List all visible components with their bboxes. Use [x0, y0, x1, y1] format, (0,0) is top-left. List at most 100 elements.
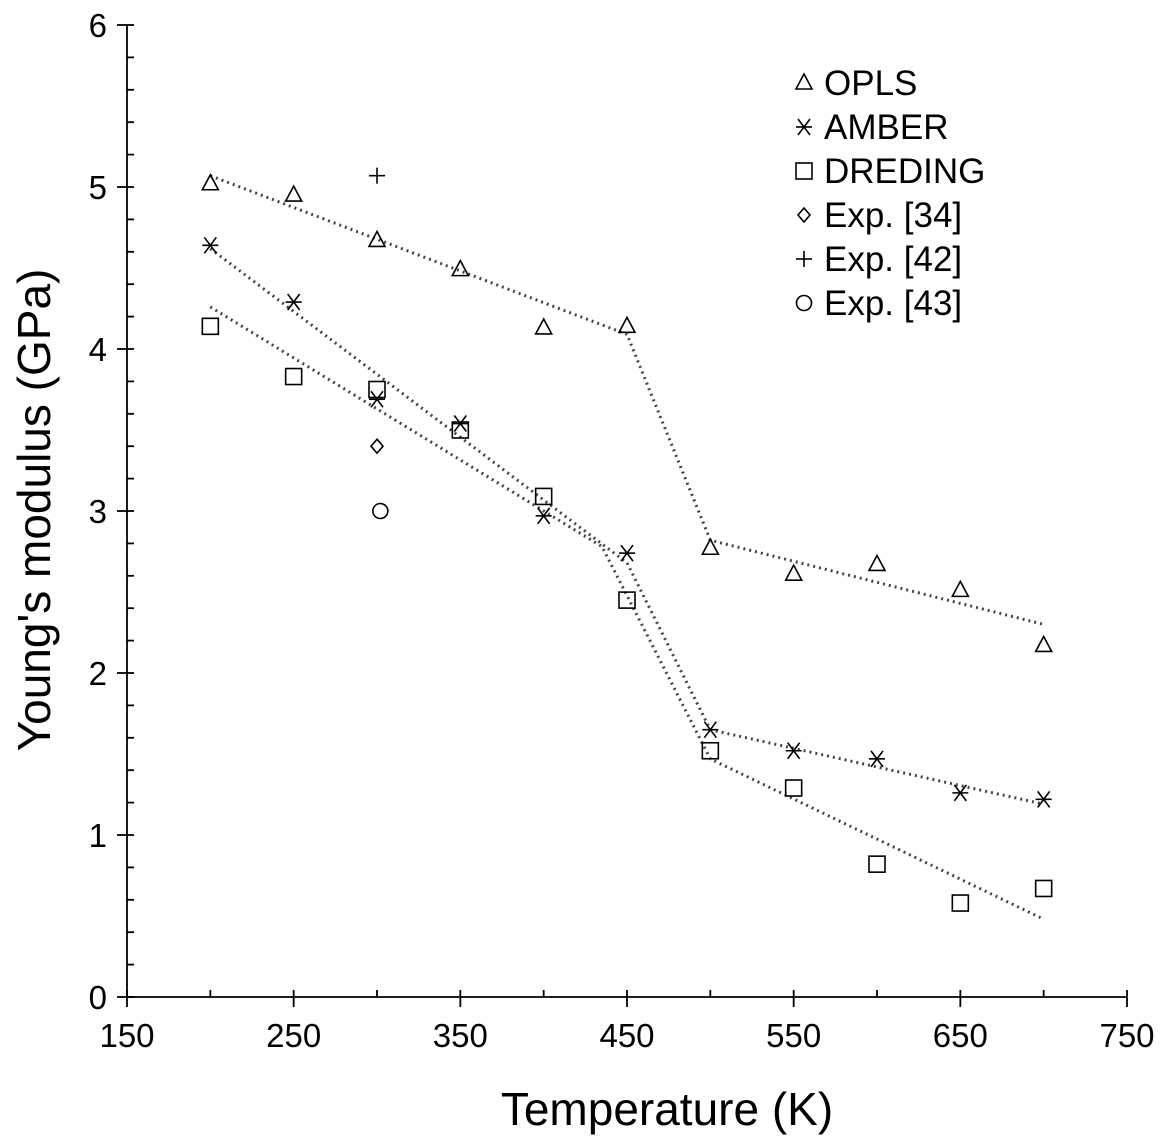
- diamond-mark: [796, 206, 812, 224]
- data-point-amber: [452, 415, 469, 432]
- data-point-dreding: [784, 779, 803, 797]
- data-points: [200, 167, 1053, 912]
- fit-line-opls: [209, 174, 1045, 626]
- fit-line-dreding: [209, 305, 1045, 921]
- data-point-amber: [202, 236, 219, 254]
- square-mark: [701, 741, 720, 760]
- asterisk-stroke: [287, 293, 301, 311]
- legend-label-exp-42: Exp. [42]: [824, 240, 962, 279]
- circle-mark: [795, 294, 813, 312]
- y-tick-label: 6: [89, 7, 107, 44]
- triangle-mark: [617, 315, 637, 334]
- triangle-mark: [1034, 634, 1053, 653]
- data-point-amber: [952, 784, 969, 802]
- data-point-amber: [535, 507, 552, 525]
- data-point-amber: [785, 742, 802, 760]
- square-mark: [451, 421, 470, 439]
- triangle-mark: [950, 579, 970, 598]
- data-point-opls: [867, 553, 887, 572]
- square-mark: [784, 779, 803, 797]
- legend-label-amber: AMBER: [824, 108, 948, 147]
- asterisk-stroke: [703, 721, 717, 739]
- asterisk-stroke: [870, 750, 884, 768]
- triangle-mark: [700, 537, 720, 556]
- data-point-opls: [700, 537, 720, 556]
- square-mark: [368, 380, 386, 399]
- data-point-dreding: [368, 380, 386, 399]
- legend-marker-amber: [796, 118, 812, 136]
- square-mark: [868, 855, 886, 873]
- data-point-dreding: [284, 367, 303, 386]
- legend-marker-dreding: [795, 162, 813, 180]
- square-mark: [795, 162, 813, 180]
- triangle-mark: [284, 184, 303, 202]
- data-point-opls: [284, 184, 303, 202]
- legend-marker-exp-43: [795, 294, 813, 312]
- square-mark: [618, 591, 636, 609]
- legend-marker-exp-34: [796, 206, 812, 224]
- x-tick-label: 250: [266, 1017, 321, 1054]
- y-tick-label: 0: [89, 979, 107, 1016]
- triangle-mark: [200, 173, 220, 191]
- diamond-mark: [369, 437, 385, 455]
- data-point-opls: [451, 258, 470, 277]
- asterisk-stroke: [453, 415, 467, 432]
- data-point-dreding: [618, 591, 636, 609]
- axis-ticks: 0 1 2 3 4 5 6 150 250 350 450 550 650 750: [89, 7, 1155, 1054]
- legend-marker-exp-42: [796, 251, 812, 267]
- y-tick-label: 1: [89, 817, 107, 854]
- x-axis-title: Temperature (K): [501, 1083, 833, 1135]
- data-point-exp-43: [372, 502, 389, 520]
- y-tick-label: 5: [89, 169, 107, 206]
- data-point-dreding: [201, 317, 220, 336]
- data-point-dreding: [451, 421, 470, 439]
- legend-label-dreding: DREDING: [824, 152, 985, 191]
- data-point-amber: [619, 544, 635, 562]
- triangle-mark: [534, 317, 554, 335]
- legend: OPLS AMBER DREDING Exp. [34] Exp. [42] Exp. […: [794, 64, 985, 323]
- data-point-opls: [534, 317, 554, 335]
- y-tick-label: 3: [89, 493, 107, 530]
- data-point-opls: [200, 173, 220, 191]
- triangle-mark: [451, 258, 470, 277]
- x-tick-label: 450: [599, 1017, 654, 1054]
- data-point-opls: [617, 315, 637, 334]
- x-tick-label: 350: [433, 1017, 488, 1054]
- data-point-amber: [1035, 790, 1052, 808]
- y-tick-label: 2: [89, 655, 107, 692]
- asterisk-stroke: [537, 507, 551, 525]
- data-point-dreding: [1034, 879, 1053, 898]
- data-point-amber: [702, 721, 719, 739]
- square-mark: [201, 317, 220, 336]
- data-point-opls: [784, 563, 804, 581]
- data-point-dreding: [868, 855, 886, 873]
- data-point-amber: [869, 750, 885, 768]
- asterisk-stroke: [1037, 790, 1051, 808]
- x-tick-label: 550: [766, 1017, 821, 1054]
- data-point-exp-42: [369, 167, 385, 184]
- y-tick-label: 4: [89, 331, 107, 368]
- data-point-exp-34: [369, 437, 385, 455]
- asterisk-stroke: [797, 118, 811, 136]
- x-tick-label: 750: [1099, 1017, 1154, 1054]
- legend-label-opls: OPLS: [824, 64, 917, 103]
- asterisk-stroke: [203, 236, 217, 254]
- legend-label-exp-34: Exp. [34]: [824, 196, 962, 235]
- square-mark: [534, 487, 553, 506]
- square-mark: [284, 367, 303, 386]
- x-tick-label: 650: [933, 1017, 988, 1054]
- asterisk-stroke: [787, 742, 801, 760]
- triangle-mark: [784, 563, 804, 581]
- circle-mark: [372, 502, 389, 520]
- triangle-mark: [867, 553, 887, 572]
- data-point-opls: [1034, 634, 1053, 653]
- data-point-amber: [369, 390, 385, 408]
- legend-marker-opls: [794, 72, 814, 90]
- data-point-opls: [950, 579, 970, 598]
- data-point-amber: [285, 293, 302, 311]
- asterisk-stroke: [953, 784, 967, 802]
- triangle-mark: [794, 72, 814, 90]
- square-mark: [951, 894, 970, 912]
- y-axis-title: Young's modulus (GPa): [8, 269, 60, 752]
